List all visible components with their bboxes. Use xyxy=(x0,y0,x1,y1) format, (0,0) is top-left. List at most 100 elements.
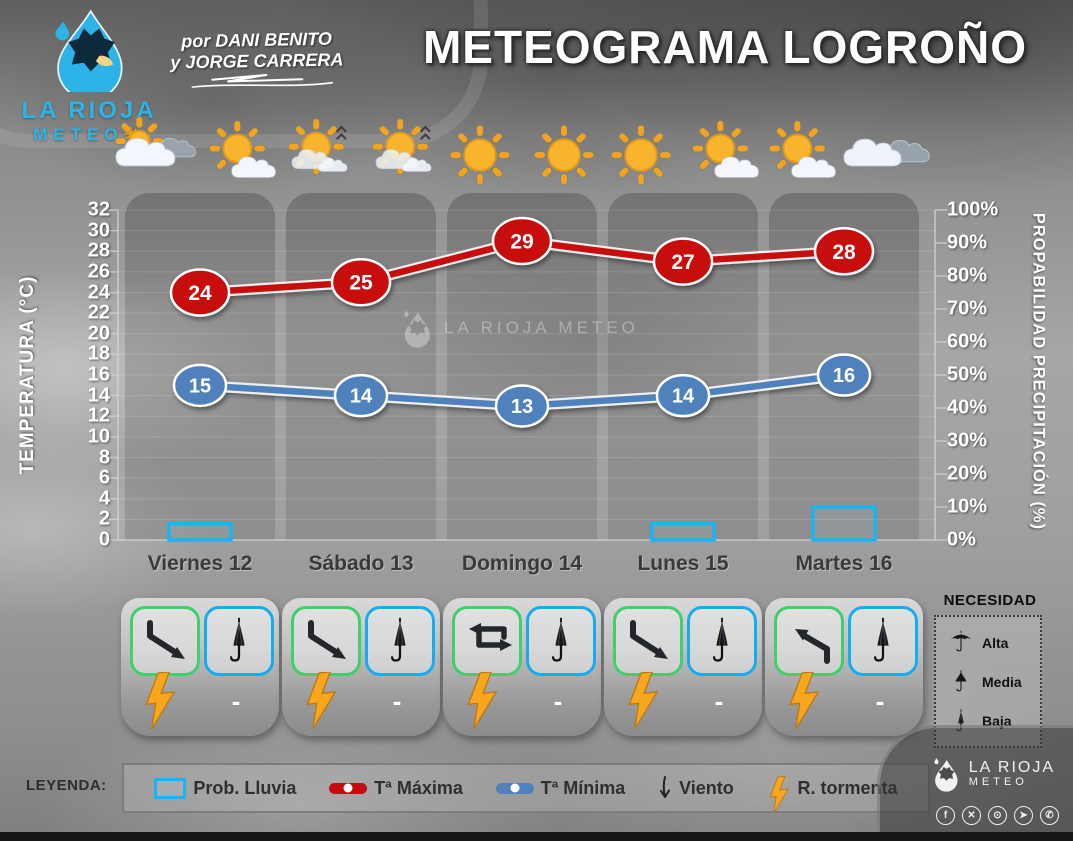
precipitation-axis-label: PROPABILIDAD PRECIPITACIÓN (%) xyxy=(1029,212,1048,531)
storm-risk-indicator xyxy=(785,670,823,735)
precip-tick-label: 60% xyxy=(947,330,988,353)
rain-prob-swatch-icon xyxy=(154,777,187,799)
precip-tick-label: 40% xyxy=(947,396,988,419)
storm-value: - xyxy=(392,686,402,716)
mostly-cloudy-icon xyxy=(114,116,196,167)
umbrella-open-icon xyxy=(950,630,972,651)
day-label: Domingo 14 xyxy=(461,552,583,575)
whatsapp-icon: ✆ xyxy=(1040,806,1059,825)
signature-squiggle xyxy=(191,74,334,89)
temp-tick-label: 20 xyxy=(87,322,110,345)
hazy-sun-icon xyxy=(371,118,432,175)
legend-item-label: Viento xyxy=(679,777,734,798)
temp-tick-label: 8 xyxy=(98,446,110,468)
storm-bolt-icon xyxy=(789,670,820,730)
day-column xyxy=(286,193,436,540)
x-icon: ✕ xyxy=(962,806,981,825)
day-column xyxy=(447,193,597,540)
author-credit: por DANI BENITO y JORGE CARRERA xyxy=(151,28,362,100)
temp-tick-label: 16 xyxy=(87,363,110,386)
umbrella-box xyxy=(204,606,274,676)
umbrella-box xyxy=(526,606,596,676)
temp-tick-label: 0 xyxy=(98,528,110,551)
legend-item-label: R. tormenta xyxy=(797,777,898,798)
necesidad-title: NECESIDAD xyxy=(943,592,1037,609)
necesidad-item: Baja xyxy=(936,704,1040,738)
legend-item: Tª Máxima xyxy=(329,778,463,799)
umbrella-closed-icon xyxy=(712,617,728,662)
precip-tick-label: 50% xyxy=(947,363,988,386)
legend-title: LEYENDA: xyxy=(26,777,107,794)
wind-direction-arrow-se-icon xyxy=(147,620,185,659)
storm-bolt-icon xyxy=(145,670,176,730)
legend-item: R. tormenta xyxy=(767,758,898,818)
wind-box xyxy=(452,606,522,676)
facebook-icon: f xyxy=(936,806,955,825)
necesidad-item-label: Alta xyxy=(982,634,1009,651)
weather-icon-pair xyxy=(437,118,607,208)
temp-tick-label: 6 xyxy=(98,466,110,489)
temp-tick-label: 14 xyxy=(87,384,110,407)
wind-direction-arrow-loop-icon xyxy=(469,623,512,651)
storm-value: - xyxy=(553,686,563,716)
temp-tick-label: 22 xyxy=(87,301,110,324)
temp-tick-label: 32 xyxy=(87,198,110,221)
day-label: Sábado 13 xyxy=(308,552,414,575)
storm-risk-indicator xyxy=(624,670,662,735)
temp-tick-label: 26 xyxy=(87,260,110,283)
storm-bolt-icon xyxy=(628,670,659,730)
temp-tick-label: 30 xyxy=(87,219,110,242)
weather-icon-pair xyxy=(114,116,285,208)
weather-icon-pair xyxy=(759,118,930,208)
day-panel: - xyxy=(443,598,601,736)
wind-box xyxy=(291,606,361,676)
precip-tick-label: 20% xyxy=(947,462,988,485)
day-label: Viernes 12 xyxy=(147,552,253,575)
day-panel: - xyxy=(121,598,279,736)
legend-item: Viento xyxy=(658,775,734,801)
wind-arrow-icon xyxy=(660,776,671,798)
footer-drop-icon xyxy=(934,758,958,792)
precip-tick-label: 70% xyxy=(947,297,988,320)
storm-risk-indicator xyxy=(141,670,179,735)
legend-item: Prob. Lluvia xyxy=(154,777,296,799)
min-temp-line-icon xyxy=(495,782,534,794)
precip-tick-label: 80% xyxy=(947,264,988,287)
temp-tick-label: 24 xyxy=(87,281,110,303)
watermark-drop-icon xyxy=(404,310,430,348)
storm-risk-indicator xyxy=(302,670,340,735)
precip-tick-label: 10% xyxy=(947,495,988,518)
umbrella-half-icon xyxy=(955,669,967,691)
day-column xyxy=(125,193,275,540)
sun-small-cloud-icon xyxy=(692,120,759,178)
storm-bolt-icon xyxy=(306,670,337,730)
precip-tick-label: 30% xyxy=(947,429,988,452)
brand-name: LA RIOJA xyxy=(21,97,157,124)
legend-box: Prob. Lluvia Tª Máxima Tª Mínima Viento R.… xyxy=(122,763,930,814)
footer-brand-subname: METEO xyxy=(968,775,1028,788)
sunny-icon xyxy=(449,124,511,186)
umbrella-closed-icon xyxy=(229,617,245,662)
sunny-icon xyxy=(610,124,672,186)
legend-item-label: Tª Máxima xyxy=(374,777,463,798)
wind-direction-arrow-nw-icon xyxy=(795,629,830,664)
storm-value: - xyxy=(875,686,885,716)
storm-bolt-legend-icon xyxy=(769,775,789,814)
watermark: LA RIOJA METEO xyxy=(398,306,639,350)
wind-direction-arrow-se-icon xyxy=(630,620,668,659)
umbrella-closed-icon xyxy=(390,617,406,662)
umbrella-closed-icon xyxy=(873,617,889,662)
umbrella-closed-icon xyxy=(551,617,567,662)
umbrella-box xyxy=(365,606,435,676)
umbrella-box xyxy=(848,606,918,676)
day-panel: - xyxy=(604,598,762,736)
page-title: METEOGRAMA LOGROÑO xyxy=(422,21,1028,73)
sun-small-cloud-icon xyxy=(769,120,836,178)
bottom-strip xyxy=(0,832,1073,841)
sunny-icon xyxy=(533,124,595,186)
day-panel: - xyxy=(282,598,440,736)
footer-logo: LA RIOJA METEO xyxy=(929,755,1055,793)
brand-logo: LA RIOJA METEO☀ xyxy=(14,6,164,145)
necesidad-item: Media xyxy=(936,665,1040,699)
